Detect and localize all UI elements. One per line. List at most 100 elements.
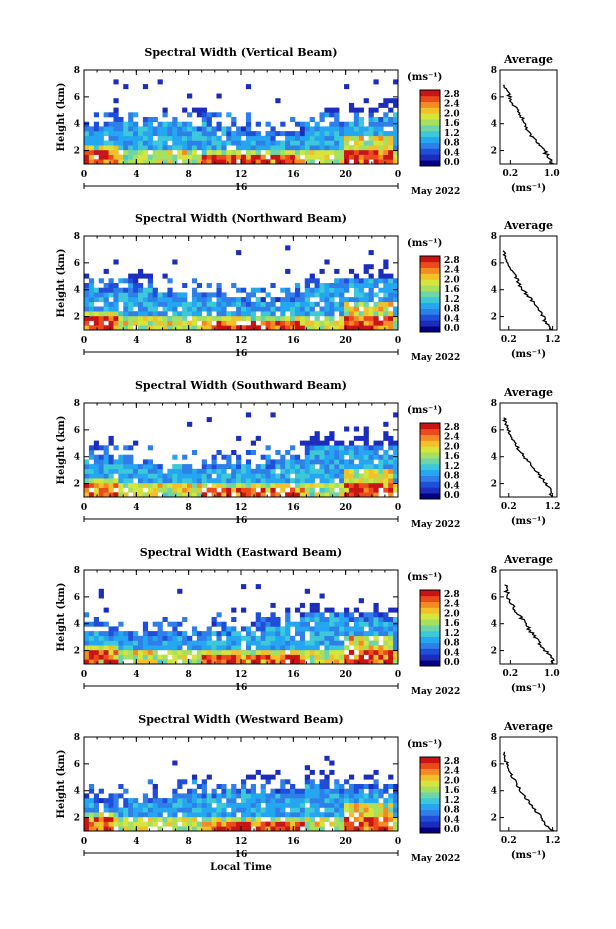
- heatmap-cell: [299, 631, 306, 637]
- heatmap-cell: [187, 112, 193, 118]
- heatmap-cell: [265, 478, 271, 484]
- heatmap-cell: [353, 325, 360, 331]
- heatmap-cell: [260, 492, 266, 498]
- heatmap-cell: [172, 315, 178, 321]
- heatmap-cell: [358, 826, 364, 832]
- heatmap-cell: [152, 821, 158, 827]
- heatmap-cell: [334, 468, 340, 474]
- heatmap-cell: [309, 659, 315, 665]
- heatmap-cell: [353, 473, 360, 479]
- heatmap-cell: [84, 468, 90, 474]
- heatmap-cell: [353, 135, 360, 141]
- heatmap-cell: [226, 626, 232, 632]
- heatmap-cell: [206, 149, 212, 155]
- heatmap-cell: [324, 145, 330, 151]
- heatmap-cell: [388, 654, 394, 660]
- heatmap-cell: [152, 315, 158, 321]
- heatmap-cell: [353, 478, 360, 484]
- colorbar-segment: [420, 487, 440, 494]
- heatmap-cell: [294, 301, 301, 307]
- heatmap-cell: [353, 802, 360, 808]
- heatmap-cell: [216, 654, 222, 660]
- colorbar-segment: [420, 302, 440, 309]
- heatmap-cell: [280, 487, 286, 493]
- heatmap-cell: [98, 821, 104, 827]
- heatmap-cell: [108, 802, 114, 808]
- heatmap-cell: [373, 788, 379, 794]
- heatmap-cell: [133, 126, 139, 132]
- heatmap-cell: [388, 468, 394, 474]
- heatmap-cell: [128, 112, 134, 118]
- heatmap-cell: [191, 126, 198, 132]
- date-label: May 2022: [411, 353, 460, 363]
- heatmap-cell: [236, 454, 242, 460]
- heatmap-cell: [172, 645, 178, 651]
- heatmap-cell: [329, 821, 335, 827]
- heatmap-cell: [162, 131, 168, 137]
- heatmap-cell: [294, 793, 301, 799]
- heatmap-cell: [162, 816, 168, 822]
- heatmap-cell: [84, 145, 90, 151]
- heatmap-cell: [378, 154, 384, 160]
- heatmap-cell: [260, 320, 266, 326]
- heatmap-cell: [314, 468, 320, 474]
- heatmap-cell: [103, 325, 109, 331]
- heatmap-cell: [201, 784, 207, 789]
- heatmap-cell: [309, 478, 315, 484]
- heatmap-cell: [245, 788, 252, 794]
- heatmap-cell: [88, 784, 95, 789]
- heatmap-cell: [123, 826, 129, 832]
- heatmap-cell: [334, 135, 340, 141]
- heatmap-cell: [270, 798, 276, 804]
- heatmap-cell: [206, 654, 212, 660]
- heatmap-cell: [339, 292, 345, 298]
- heatmap-cell: [265, 459, 271, 465]
- profile-x-tick-label: 1.2: [545, 502, 561, 512]
- heatmap-cell: [285, 268, 291, 274]
- heatmap-cell: [147, 816, 153, 822]
- heatmap-cell: [133, 659, 139, 665]
- heatmap-cell: [363, 784, 369, 789]
- y-tick-label: 6: [74, 259, 80, 269]
- heatmap-cell: [157, 640, 163, 646]
- profile-y-tick-label: 6: [491, 760, 497, 770]
- colorbar-segment: [420, 636, 440, 643]
- heatmap-cell: [113, 645, 119, 651]
- heatmap-cell: [241, 807, 247, 813]
- heatmap-cell: [294, 320, 301, 326]
- heatmap-cell: [113, 807, 119, 813]
- heatmap-cell: [334, 621, 340, 627]
- heatmap-cell: [358, 487, 364, 493]
- heatmap-cell: [157, 482, 163, 488]
- heatmap-cell: [270, 645, 276, 651]
- heatmap-cell: [280, 140, 286, 146]
- colorbar-tick-label: 1.2: [444, 129, 460, 139]
- heatmap-cell: [172, 297, 178, 303]
- heatmap-cell: [118, 135, 124, 141]
- heatmap-cell: [324, 454, 330, 460]
- x-tick-label: 16: [287, 503, 300, 513]
- heatmap-cell: [383, 821, 389, 827]
- y-tick-label: 6: [74, 93, 80, 103]
- heatmap-cell: [358, 145, 364, 151]
- heatmap-cell: [177, 121, 183, 127]
- heatmap-cell: [265, 654, 271, 660]
- heatmap-cell: [265, 649, 271, 655]
- heatmap-cell: [304, 149, 310, 155]
- heatmap-cell: [103, 482, 109, 488]
- heatmap-cell: [147, 468, 153, 474]
- heatmap-cell: [162, 273, 168, 279]
- heatmap-cell: [191, 788, 198, 794]
- heatmap-cell: [152, 654, 158, 660]
- heatmap-cell: [309, 464, 315, 470]
- heatmap-cell: [304, 459, 310, 465]
- heatmap-cell: [329, 640, 335, 646]
- heatmap-cell: [344, 301, 350, 307]
- profile-frame: [499, 569, 558, 665]
- heatmap-cell: [304, 645, 310, 651]
- heatmap-cell: [314, 602, 320, 608]
- heatmap-cell: [128, 140, 134, 146]
- heatmap-cell: [250, 149, 257, 155]
- panel-3: Spectral Width (Eastward Beam)0 4 8 12 16 20 0…: [56, 546, 560, 697]
- colorbar-segment: [420, 786, 440, 793]
